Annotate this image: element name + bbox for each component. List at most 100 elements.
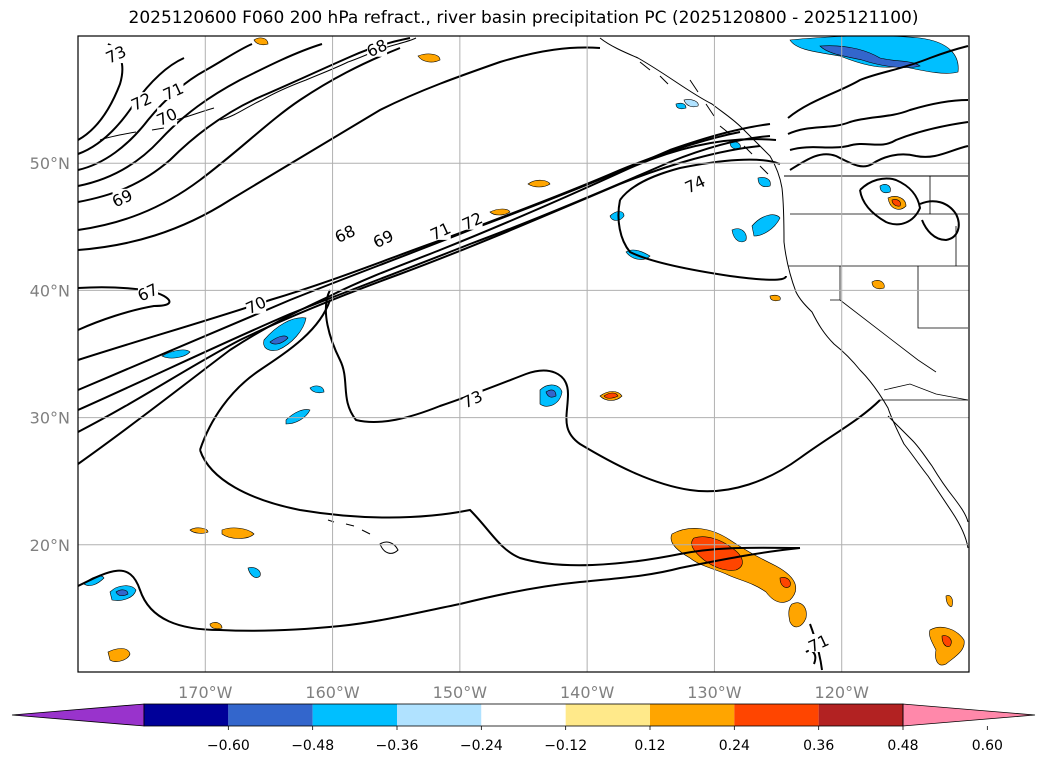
precip-positive-patch	[417, 53, 441, 63]
contour-label-bg	[112, 188, 133, 207]
contour-label-bg	[138, 282, 159, 301]
lon-tick-label: 120°W	[815, 683, 870, 702]
precip-positive-patch	[221, 527, 255, 539]
precip-strong-negative-patch	[545, 389, 557, 398]
contour-label-bg	[685, 174, 706, 193]
precip-positive-patch	[871, 280, 885, 290]
bc-islands	[639, 61, 769, 175]
lat-tick-label: 50°N	[30, 154, 70, 173]
precip-strong-negative-patch	[115, 589, 129, 597]
precip-positive-patch	[209, 622, 223, 630]
colorbar-bin	[565, 704, 650, 726]
precip-positive-patch	[527, 179, 551, 188]
alaska-coastline	[99, 37, 417, 141]
contour-label-bg	[367, 38, 388, 57]
contour-label-bg	[246, 295, 267, 314]
us-state-borders	[788, 176, 968, 401]
colorbar-tick-label: −0.48	[291, 738, 334, 754]
contour-label-bg	[335, 224, 356, 243]
precip-strong-positive-patch	[891, 199, 901, 207]
precip-strong-positive-patch	[779, 577, 791, 588]
baja-coastline	[887, 415, 969, 523]
contour-label-bg	[131, 92, 152, 111]
contour-line	[77, 37, 411, 203]
contour-line	[77, 145, 761, 433]
lon-tick-label: 170°W	[178, 683, 233, 702]
precip-positive-patch	[945, 595, 953, 607]
colorbar-tick-label: 0.48	[887, 738, 918, 754]
precip-strong-positive-patch	[691, 536, 743, 571]
colorbar-tick-label: 0.36	[803, 738, 834, 754]
us-west-coastline	[781, 187, 969, 549]
contour-line	[199, 299, 801, 567]
colorbar-bin	[397, 704, 482, 726]
precip-positive-patch	[769, 294, 781, 302]
contour-line	[789, 145, 969, 171]
contour-line	[77, 131, 741, 361]
contour-label-bg	[106, 45, 127, 64]
precip-positive-patch	[107, 648, 131, 662]
lat-tick-label: 20°N	[30, 536, 70, 555]
precip-negative-patch	[609, 211, 625, 221]
colorbar-tick-label: −0.60	[207, 738, 250, 754]
contour-line	[77, 123, 771, 391]
lon-tick-label: 150°W	[433, 683, 488, 702]
coastline-layer	[99, 37, 969, 554]
contour-line	[77, 286, 171, 331]
refractivity-contour-layer	[77, 37, 969, 671]
colorbar-bin	[228, 704, 313, 726]
contour-label-bg	[373, 229, 394, 248]
map-frame	[77, 35, 970, 673]
contour-label-bg	[430, 221, 451, 240]
precip-positive-patch	[489, 208, 511, 216]
colorbar-extend-low	[11, 703, 145, 727]
mexico-border	[883, 383, 969, 401]
precip-strong-negative-patch	[269, 335, 289, 345]
colorbar-bin	[650, 704, 735, 726]
colorbar: −0.60 −0.48 −0.36 −0.24 −0.12 0.12 0.24 0.36 0.4…	[11, 703, 1036, 754]
lon-tick-label: 130°W	[687, 683, 742, 702]
alaska-coastline	[599, 37, 783, 189]
precip-negative-patch	[731, 228, 747, 243]
precip-strong-positive-patch	[941, 635, 952, 647]
precip-negative-patch	[683, 99, 699, 108]
contour-line	[787, 45, 969, 119]
contour-line	[324, 289, 881, 493]
contour-label-bg	[462, 389, 483, 408]
contour-label-bg	[157, 107, 178, 126]
colorbar-tick-label: −0.24	[460, 738, 503, 754]
lat-tick-label: 40°N	[30, 281, 70, 300]
chart-title: 2025120600 F060 200 hPa refract., river …	[128, 8, 919, 28]
contour-line	[789, 121, 969, 151]
precip-strong-positive-patch	[603, 392, 619, 399]
precip-negative-patch	[751, 214, 781, 237]
precip-negative-patch	[161, 349, 191, 359]
colorbar-bin	[481, 704, 566, 726]
precip-negative-patch	[309, 385, 325, 394]
lat-tick-label: 30°N	[30, 409, 70, 428]
colorbar-tick-label: 0.24	[719, 738, 750, 754]
contour-line	[77, 43, 323, 187]
colorbar-bin	[734, 704, 819, 726]
precip-negative-patch	[675, 102, 687, 110]
contour-line	[919, 200, 960, 242]
contour-label-bg	[808, 634, 829, 653]
colorbar-outline	[143, 703, 904, 727]
contour-line	[77, 46, 601, 251]
precip-positive-patch	[189, 527, 209, 534]
contour-line	[77, 138, 777, 465]
contour-line	[77, 47, 401, 231]
precip-positive-patch	[788, 602, 807, 628]
colorbar-extend-high	[902, 703, 1036, 727]
hawaii-islands	[327, 519, 399, 554]
contour-line	[859, 177, 922, 226]
axis-ticks: 170°W 160°W 150°W 140°W 130°W 120°W 20°N 30°N 40…	[30, 154, 869, 702]
colorbar-tick-label: 0.60	[972, 738, 1003, 754]
precip-negative-patch	[247, 567, 261, 578]
colorbar-bin	[818, 704, 903, 726]
precip-positive-patch	[253, 37, 269, 46]
precip-negative-patch	[879, 184, 891, 194]
colorbar-bin	[312, 704, 397, 726]
lon-tick-label: 160°W	[305, 683, 360, 702]
contour-line	[787, 99, 969, 135]
